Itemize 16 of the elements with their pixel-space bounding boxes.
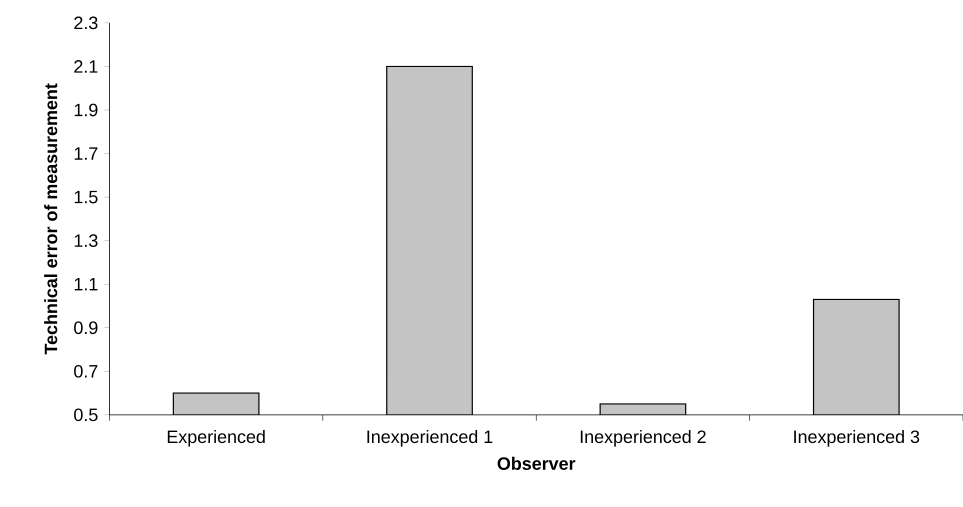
- y-tick-label: 2.1: [74, 60, 98, 73]
- y-tick-label: 1.5: [74, 190, 98, 204]
- x-axis-title: Observer: [498, 456, 576, 470]
- x-tick-label: Inexperienced 1: [367, 430, 492, 446]
- x-tick-label: Inexperienced 2: [580, 430, 706, 446]
- y-axis-title: Technical error of measurement: [44, 83, 58, 354]
- y-tick-label: 0.5: [74, 408, 98, 422]
- x-tick-label: Inexperienced 3: [794, 430, 920, 446]
- y-tick-label: 1.9: [74, 103, 98, 116]
- y-tick-label: 0.7: [74, 364, 98, 378]
- y-tick-label: 1.7: [74, 147, 98, 160]
- y-tick-label: 0.9: [74, 321, 98, 334]
- y-tick-label: 2.3: [74, 16, 98, 30]
- y-tick-label: 1.3: [74, 234, 98, 247]
- x-tick-label: Experienced: [168, 430, 265, 446]
- y-tick-label: 1.1: [74, 278, 98, 290]
